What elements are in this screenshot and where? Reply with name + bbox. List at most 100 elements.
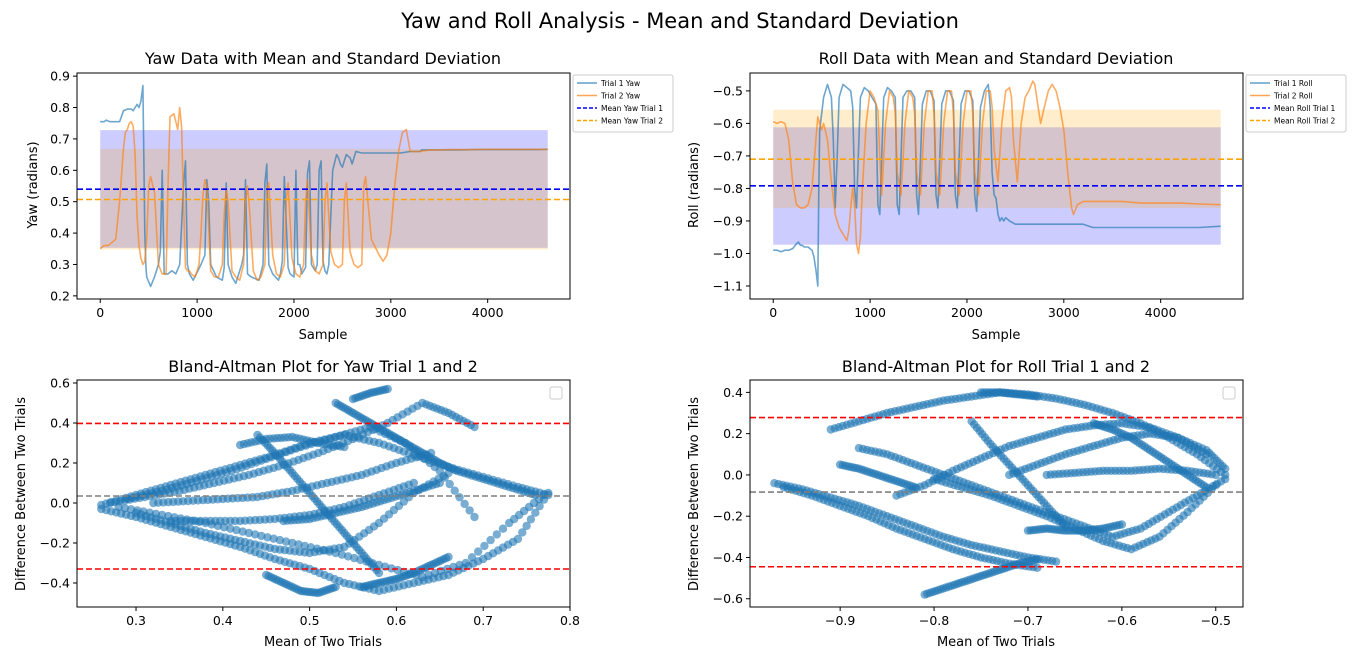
roll-legend-label-mean1: Mean Roll Trial 1 <box>1274 104 1336 113</box>
yaw-y-tick-label: 0.2 <box>50 288 70 303</box>
yaw-ba-point <box>383 384 392 394</box>
yaw-legend-box <box>572 74 674 133</box>
yaw-ba-x-tick-label: 0.5 <box>300 613 320 628</box>
yaw-ba-point <box>435 478 444 488</box>
yaw-legend-label-trial2: Trial 2 Yaw <box>600 92 640 101</box>
yaw-ba-y-tick-label: −0.4 <box>40 576 70 591</box>
roll-legend-label-mean2: Mean Roll Trial 2 <box>1274 117 1336 126</box>
roll-y-tick-label: −1.1 <box>713 278 743 293</box>
roll-y-axis-label: Roll (radians) <box>687 142 702 228</box>
yaw-ba-point <box>114 502 123 512</box>
yaw-ba-x-axis-label: Mean of Two Trials <box>264 635 382 650</box>
yaw-y-tick-label: 0.4 <box>50 226 70 241</box>
roll-bland-altman-chart: Bland-Altman Plot for Roll Trial 1 and 2… <box>687 357 1244 650</box>
yaw-bland-altman-chart: Bland-Altman Plot for Yaw Trial 1 and 2 … <box>14 357 580 650</box>
roll-chart-title: Roll Data with Mean and Standard Deviati… <box>819 49 1174 68</box>
roll-ba-x-tick-label: −0.6 <box>1107 613 1137 628</box>
yaw-plot-area <box>77 84 570 288</box>
roll-legend-label-trial1: Trial 1 Roll <box>1273 79 1313 88</box>
roll-series-trial1 <box>773 83 1221 287</box>
roll-ba-y-tick-label: 0.4 <box>723 385 743 400</box>
yaw-ba-x-tick-label: 0.8 <box>560 613 580 628</box>
yaw-y-tick-label: 0.5 <box>50 194 70 209</box>
yaw-legend-label-mean2: Mean Yaw Trial 2 <box>601 117 663 126</box>
yaw-ba-y-tick-label: 0.2 <box>50 456 70 471</box>
roll-line-chart: Roll Data with Mean and Standard Deviati… <box>687 49 1347 343</box>
roll-ba-x-tick-label: −0.8 <box>919 613 949 628</box>
roll-legend-box <box>1245 74 1347 133</box>
roll-y-tick-label: −0.7 <box>713 148 743 163</box>
roll-y-tick-label: −1.0 <box>713 246 743 261</box>
roll-y-tick-label: −0.8 <box>713 181 743 196</box>
yaw-y-tick-label: 0.3 <box>50 257 70 272</box>
yaw-ba-y-tick-label: 0.0 <box>50 496 70 511</box>
roll-x-tick-label: 1000 <box>854 305 886 320</box>
yaw-y-tick-label: 0.8 <box>50 100 70 115</box>
yaw-ba-point <box>467 553 477 562</box>
yaw-ba-point <box>340 442 349 452</box>
roll-ba-x-tick-label: −0.9 <box>825 613 855 628</box>
yaw-ba-point <box>492 530 501 539</box>
yaw-ba-axes-frame <box>76 379 571 608</box>
yaw-ba-plot-area <box>77 384 570 598</box>
roll-ba-point <box>1221 474 1230 484</box>
yaw-ba-x-tick-label: 0.6 <box>386 613 406 628</box>
roll-ba-point <box>1033 392 1042 401</box>
yaw-ba-point <box>409 478 418 488</box>
yaw-legend: Trial 1 Yaw Trial 2 Yaw Mean Yaw Trial 1… <box>572 74 674 133</box>
yaw-legend-label-mean1: Mean Yaw Trial 1 <box>601 104 663 113</box>
yaw-ba-point <box>474 547 483 556</box>
yaw-series-trial2 <box>99 106 548 282</box>
yaw-ba-point <box>518 528 527 537</box>
yaw-ba-point <box>445 479 454 489</box>
roll-plot-area <box>750 80 1243 287</box>
yaw-ba-y-tick-label: −0.2 <box>40 536 70 551</box>
yaw-ba-point <box>470 512 479 522</box>
roll-legend-label-trial2: Trial 2 Roll <box>1273 92 1313 101</box>
roll-ba-legend-box <box>1222 386 1236 400</box>
roll-x-tick-label: 3000 <box>1048 305 1080 320</box>
roll-ba-x-tick-label: −0.7 <box>1013 613 1043 628</box>
yaw-y-tick-label: 0.7 <box>50 131 70 146</box>
yaw-ba-point <box>465 506 474 515</box>
figure-suptitle: Yaw and Roll Analysis - Mean and Standar… <box>400 9 959 33</box>
yaw-ba-point <box>455 493 464 502</box>
yaw-ba-point <box>522 521 531 531</box>
yaw-ba-x-tick-label: 0.4 <box>213 613 233 628</box>
roll-ba-point <box>1033 555 1042 564</box>
yaw-x-tick-label: 1000 <box>181 305 213 320</box>
roll-ba-point <box>1221 464 1230 473</box>
yaw-ba-point <box>444 552 453 562</box>
roll-ba-y-tick-label: −0.4 <box>713 550 743 565</box>
roll-ba-point <box>911 483 920 492</box>
yaw-series-trial1 <box>100 84 548 288</box>
yaw-chart-title: Yaw Data with Mean and Standard Deviatio… <box>144 49 501 68</box>
roll-ba-x-axis-label: Mean of Two Trials <box>937 635 1055 650</box>
yaw-ba-point <box>486 535 495 545</box>
roll-y-tick-label: −0.9 <box>713 213 743 228</box>
roll-ba-y-tick-label: −0.6 <box>713 591 743 606</box>
yaw-x-axis-label: Sample <box>299 328 348 343</box>
yaw-ba-y-tick-label: 0.6 <box>50 376 70 391</box>
roll-ba-y-axis-label: Difference Between Two Trials <box>687 397 702 591</box>
roll-ba-point <box>1202 483 1211 492</box>
yaw-x-tick-label: 0 <box>96 305 104 320</box>
yaw-axes-frame <box>76 72 571 300</box>
roll-ba-point <box>1211 470 1221 480</box>
yaw-ba-y-axis-label: Difference Between Two Trials <box>14 397 29 591</box>
roll-y-tick-label: −0.5 <box>713 83 743 98</box>
yaw-ba-point <box>470 422 479 432</box>
roll-y-tick-label: −0.6 <box>713 116 743 131</box>
roll-ba-point <box>1202 450 1211 459</box>
yaw-ba-point <box>461 558 470 568</box>
yaw-ba-point <box>539 490 549 500</box>
roll-x-tick-label: 2000 <box>951 305 983 320</box>
roll-x-tick-label: 4000 <box>1145 305 1177 320</box>
roll-ba-point <box>1033 563 1042 572</box>
yaw-x-tick-label: 4000 <box>472 305 504 320</box>
yaw-ba-point <box>526 515 536 524</box>
roll-ba-y-tick-label: 0.0 <box>723 467 743 482</box>
roll-ba-axes-frame <box>749 379 1244 608</box>
yaw-ba-x-tick-label: 0.7 <box>473 613 493 628</box>
